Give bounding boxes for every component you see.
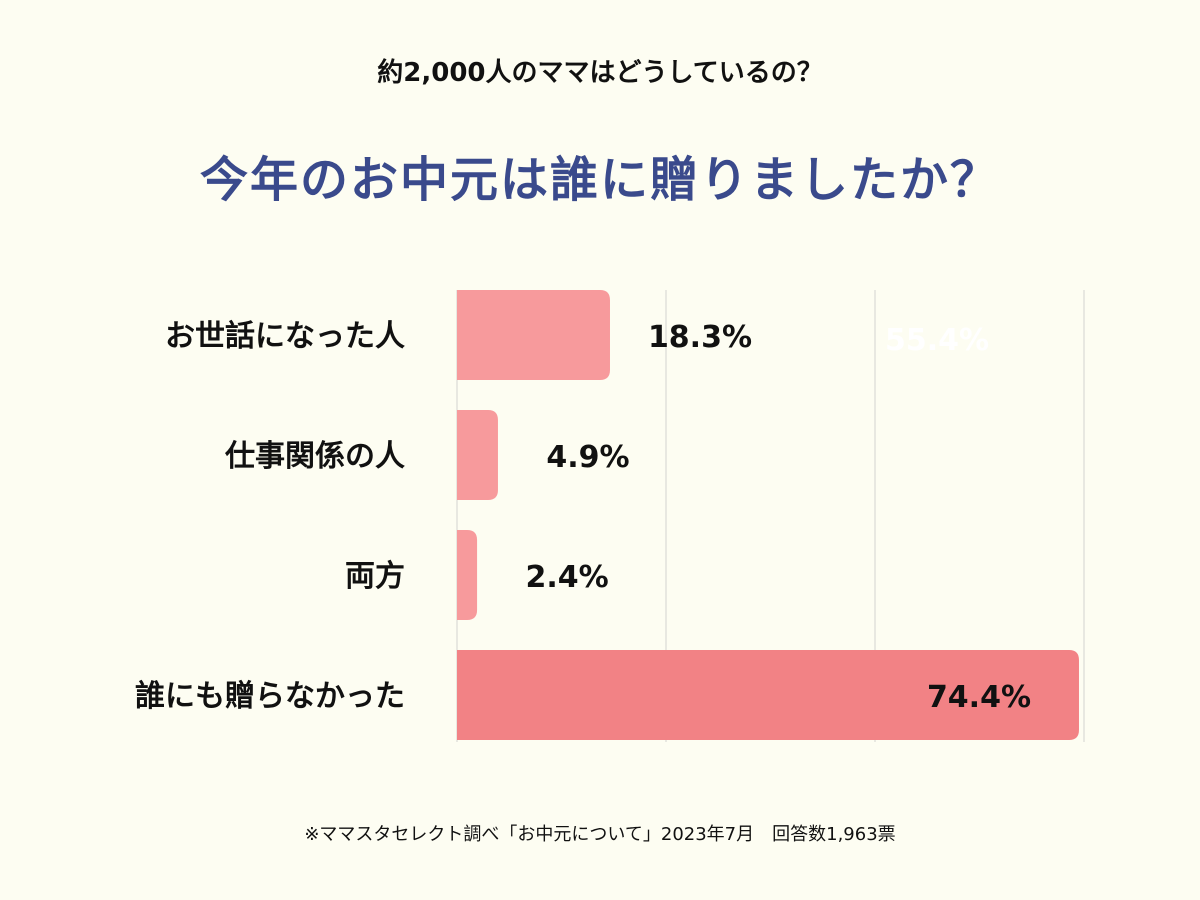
category-label: 両方 xyxy=(345,559,405,594)
value-label: 2.4% xyxy=(525,560,608,595)
source-footnote: ※ママスタセレクト調べ「お中元について」2023年7月 回答数1,963票 xyxy=(304,824,896,845)
value-label: 74.4% xyxy=(927,680,1031,715)
ghost-value-label: 55.4% xyxy=(885,323,989,358)
value-label: 18.3% xyxy=(648,320,752,355)
value-label: 4.9% xyxy=(546,440,629,475)
category-label: 仕事関係の人 xyxy=(224,439,405,474)
bar xyxy=(457,410,498,500)
bar xyxy=(457,290,610,380)
chart-subtitle: 約2,000人のママはどうしているの？ xyxy=(377,58,823,88)
chart-title: 今年のお中元は誰に贈りましたか？ xyxy=(199,152,1000,208)
bar xyxy=(457,530,478,620)
bar xyxy=(457,650,1079,740)
category-label: 誰にも贈らなかった xyxy=(135,679,405,714)
category-label: お世話になった人 xyxy=(165,319,405,354)
